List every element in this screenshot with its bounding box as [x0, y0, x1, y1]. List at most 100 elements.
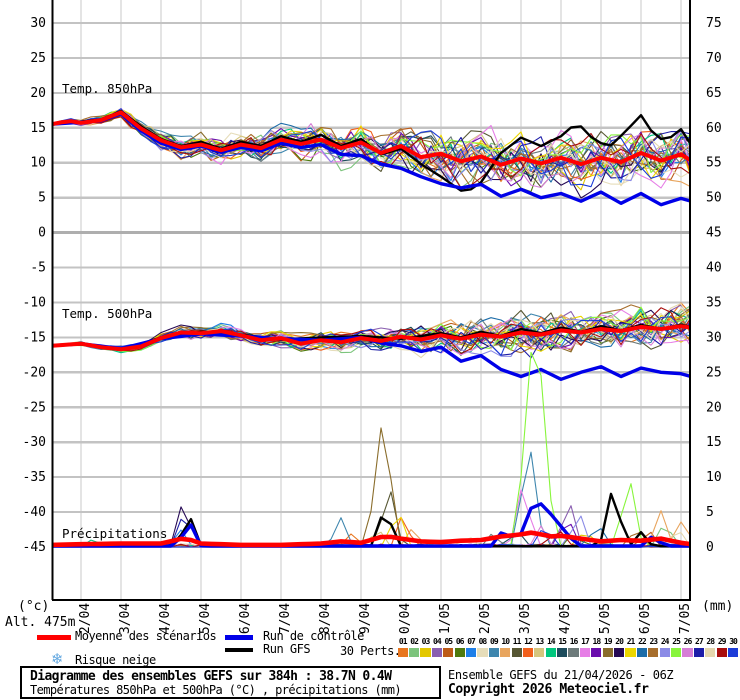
tick-label-left: 10: [30, 156, 46, 171]
member-line: [52, 309, 690, 351]
series-layer: [52, 107, 690, 548]
tick-label-left: -45: [23, 540, 46, 555]
perturbation-number: 11: [512, 637, 522, 646]
perturbation-number: 25: [672, 637, 681, 646]
perturbation-number: 30: [729, 637, 738, 646]
gfs-legend-label: Run GFS: [263, 642, 311, 656]
perturbation-item: 04: [431, 637, 442, 657]
perturbation-color-swatch: [465, 648, 477, 657]
perturbation-color-swatch: [454, 648, 465, 657]
perturbation-item: 23: [648, 637, 659, 657]
perturbation-color-swatch: [557, 648, 568, 657]
perturbation-item: 02: [408, 637, 420, 657]
x-label: 30/04: [398, 603, 413, 634]
perturbation-color-swatch: [636, 648, 647, 657]
perturbation-number: 26: [683, 637, 693, 646]
mean-line-swatch: [37, 635, 71, 640]
x-label: 06/05: [638, 603, 653, 634]
perturbation-number: 12: [524, 637, 533, 646]
perturbation-item: 03: [420, 637, 431, 657]
perturbation-number: 22: [638, 637, 647, 646]
perturbation-number: 29: [717, 637, 727, 646]
perturbation-item: 21: [625, 637, 636, 657]
control-line: [52, 112, 690, 207]
perturbation-number: 23: [649, 637, 658, 646]
x-label: 23/04: [118, 603, 133, 634]
tick-label-left: -35: [23, 470, 46, 485]
perturbation-color-swatch: [659, 648, 670, 657]
perturbation-number: 19: [603, 637, 613, 646]
perturbation-number: 02: [410, 637, 419, 646]
mean-line: [52, 110, 690, 167]
tick-label-left: -5: [30, 261, 46, 276]
tick-label-right: 35: [706, 295, 722, 310]
perturbation-number: 24: [660, 637, 670, 646]
perturbation-legend: 01 02 03 04 05 06 07 08 09 10 11 12 13 14 15 16 17 18 19 20…: [397, 637, 739, 657]
perturbation-number: 06: [455, 637, 465, 646]
panel-label-precip: Précipitations: [62, 526, 167, 541]
perturbation-item: 12: [522, 637, 534, 657]
perturbation-color-swatch: [648, 648, 659, 657]
perturbation-number: 08: [478, 637, 488, 646]
perturbation-number: 01: [398, 637, 408, 646]
perturbation-item: 20: [613, 637, 625, 657]
tick-label-right: 25: [706, 365, 722, 380]
copyright: Copyright 2026 Meteociel.fr: [448, 682, 649, 697]
perturbation-item: 15: [556, 637, 568, 657]
perturbation-item: 28: [705, 637, 716, 657]
perturbation-color-swatch: [625, 648, 636, 657]
perturbation-item: 10: [500, 637, 511, 657]
perturbation-item: 27: [693, 637, 704, 657]
x-label: 26/04: [238, 603, 253, 634]
x-label: 29/04: [358, 603, 373, 634]
tick-labels: 302520151050-5-10-15-20-25-30-35-40-4575…: [5, 16, 733, 642]
perturbation-item: 26: [682, 637, 693, 657]
perturbation-number: 10: [501, 637, 510, 646]
x-label: 03/05: [518, 603, 533, 634]
tick-label-right: 45: [706, 226, 722, 241]
perturbation-number: 17: [581, 637, 590, 646]
perturbation-color-swatch: [568, 648, 579, 657]
x-label: 07/05: [678, 603, 693, 634]
perturbation-number: 09: [490, 637, 499, 646]
right-unit-label: (mm): [702, 599, 733, 614]
tick-label-left: -25: [23, 400, 46, 415]
x-label: 25/04: [198, 603, 213, 634]
ensemble-chart: 302520151050-5-10-15-20-25-30-35-40-4575…: [5, 0, 733, 642]
tick-label-right: 10: [706, 470, 722, 485]
perturbation-item: 08: [477, 637, 488, 657]
perturbation-number: 20: [615, 637, 624, 646]
perturbation-number: 05: [444, 637, 453, 646]
x-label: 22/04: [78, 603, 93, 634]
perturbation-item: 07: [465, 637, 477, 657]
perturbation-color-swatch: [500, 648, 511, 657]
tick-label-left: -15: [23, 330, 46, 345]
perturbation-number: 03: [421, 637, 431, 646]
perturbation-color-swatch: [693, 648, 704, 657]
perturbation-number: 18: [592, 637, 602, 646]
control-precip-line: [52, 502, 690, 548]
perturbation-number: 21: [626, 637, 636, 646]
perturbation-item: 24: [659, 637, 670, 657]
perturbation-color-swatch: [511, 648, 522, 657]
tick-label-right: 65: [706, 86, 722, 101]
tick-label-right: 20: [706, 400, 722, 415]
control-line-swatch: [225, 635, 253, 640]
tick-label-left: 20: [30, 86, 46, 101]
perturbation-color-swatch: [682, 648, 693, 657]
diagram-title: Diagramme des ensembles GEFS sur 384h : …: [30, 669, 392, 684]
perturbation-item: 16: [568, 637, 579, 657]
perturbation-color-swatch: [488, 648, 499, 657]
member-line: [52, 316, 690, 356]
snowflake-icon: ❄: [51, 650, 64, 668]
perturbation-color-swatch: [420, 648, 431, 657]
control-legend-label: Run de contrôle: [263, 629, 364, 643]
perturbation-number: 04: [433, 637, 442, 646]
perturbation-color-swatch: [591, 648, 602, 657]
panel-label-t500: Temp. 500hPa: [62, 306, 152, 321]
perturbation-number: 15: [558, 637, 567, 646]
altitude-label: Alt. 475m: [5, 615, 76, 630]
perturbation-item: 19: [602, 637, 613, 657]
x-label: 02/05: [478, 603, 493, 634]
